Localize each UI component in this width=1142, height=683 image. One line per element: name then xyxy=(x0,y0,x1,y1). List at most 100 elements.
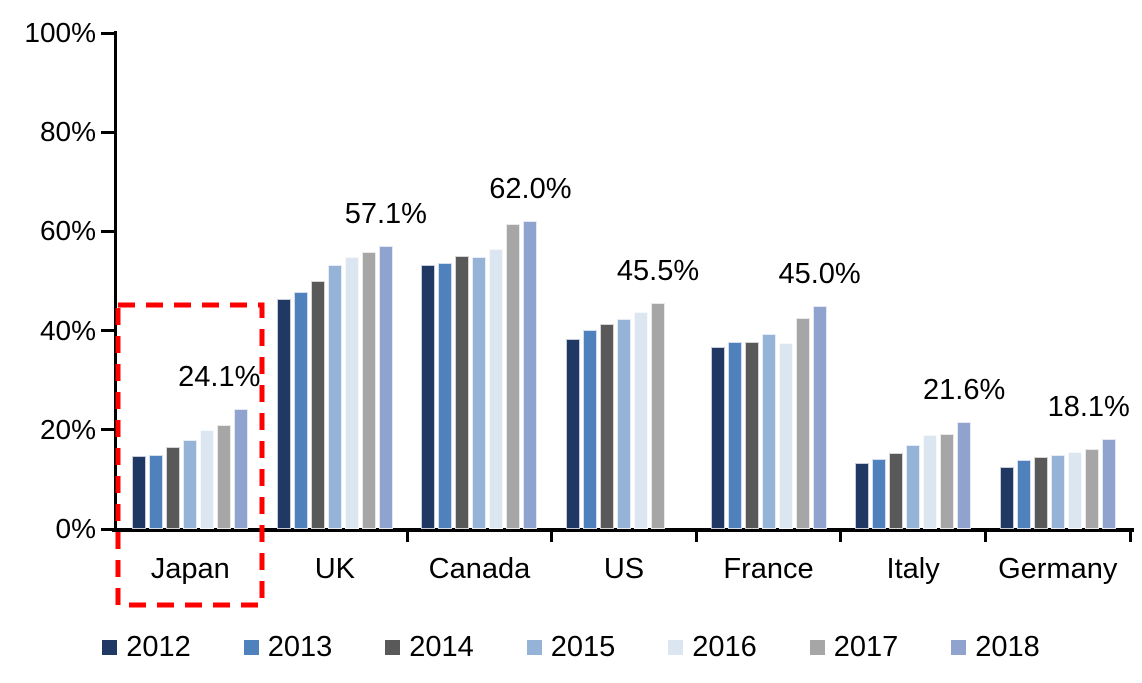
x-tick-mark xyxy=(550,531,554,542)
x-category-label-us: US xyxy=(603,553,645,585)
legend-item-2016: 2016 xyxy=(668,631,757,663)
bar-japan-2015 xyxy=(183,439,198,529)
bar-us-2016 xyxy=(634,312,648,529)
x-tick-mark xyxy=(116,531,120,542)
y-tick-label: 40% xyxy=(39,314,96,346)
x-tick-mark xyxy=(261,531,265,542)
legend-swatch-2013 xyxy=(243,639,259,655)
y-tick-label: 80% xyxy=(39,116,96,148)
x-tick-mark xyxy=(839,531,843,542)
legend-swatch-2016 xyxy=(668,639,684,655)
bar-france-2015 xyxy=(761,333,776,529)
bar-us-2015 xyxy=(617,318,631,529)
bar-uk-2015 xyxy=(327,264,342,529)
legend-item-2012: 2012 xyxy=(102,631,191,663)
data-label-japan: 24.1% xyxy=(178,361,261,394)
legend-swatch-2017 xyxy=(809,639,825,655)
x-category-label-canada: Canada xyxy=(428,553,531,585)
data-label-france: 45.0% xyxy=(778,257,861,290)
data-label-canada: 62.0% xyxy=(489,173,572,206)
bar-uk-2012 xyxy=(276,299,291,529)
x-category-label-japan: Japan xyxy=(150,553,230,585)
y-tick-mark xyxy=(101,31,115,35)
legend-swatch-2012 xyxy=(102,639,118,655)
bar-italy-2015 xyxy=(906,444,921,529)
bar-uk-2014 xyxy=(310,281,325,529)
data-label-germany: 18.1% xyxy=(1047,391,1130,424)
x-tick-mark xyxy=(694,531,698,542)
bar-france-2018 xyxy=(812,305,827,529)
y-tick-mark xyxy=(101,130,115,134)
data-label-us: 45.5% xyxy=(616,255,700,288)
legend-item-2015: 2015 xyxy=(526,631,616,663)
legend-label-2018: 2018 xyxy=(975,631,1040,663)
y-tick-mark xyxy=(101,527,115,531)
bar-canada-2016 xyxy=(489,249,504,529)
bar-japan-2013 xyxy=(149,455,164,529)
bar-italy-2013 xyxy=(872,458,887,529)
y-tick-mark xyxy=(101,229,115,233)
bar-france-2014 xyxy=(744,342,759,529)
bar-italy-2014 xyxy=(889,452,904,529)
x-category-label-france: France xyxy=(723,553,814,585)
y-axis-line xyxy=(114,31,117,532)
bar-us-2013 xyxy=(583,329,597,529)
bar-italy-2016 xyxy=(923,434,938,529)
legend-swatch-2015 xyxy=(526,639,542,655)
bar-japan-2014 xyxy=(166,447,181,529)
y-tick-label: 0% xyxy=(55,513,96,544)
bar-us-2017 xyxy=(651,303,665,529)
bar-uk-2017 xyxy=(361,252,376,529)
legend-item-2013: 2013 xyxy=(243,631,333,663)
bar-france-2013 xyxy=(727,341,742,529)
bar-germany-2017 xyxy=(1084,448,1099,529)
bar-germany-2016 xyxy=(1067,451,1082,529)
bar-canada-2017 xyxy=(506,224,521,529)
bar-japan-2012 xyxy=(132,456,147,529)
data-label-uk: 57.1% xyxy=(344,197,427,230)
bar-france-2017 xyxy=(795,318,810,529)
legend-label-2014: 2014 xyxy=(409,631,474,663)
legend-swatch-2014 xyxy=(385,639,401,655)
y-tick-mark xyxy=(101,428,115,432)
x-tick-mark xyxy=(405,531,409,542)
x-category-label-germany: Germany xyxy=(998,553,1118,585)
x-axis-line xyxy=(112,528,1134,532)
bar-france-2012 xyxy=(710,346,725,529)
x-tick-mark xyxy=(983,531,987,542)
legend-label-2016: 2016 xyxy=(692,631,757,663)
x-category-label-italy: Italy xyxy=(886,553,940,585)
bar-japan-2018 xyxy=(234,409,249,529)
bar-uk-2013 xyxy=(293,291,308,529)
legend-label-2015: 2015 xyxy=(550,631,616,663)
x-category-label-uk: UK xyxy=(314,553,355,585)
bar-germany-2018 xyxy=(1101,439,1116,529)
bar-canada-2018 xyxy=(523,221,538,529)
bar-germany-2015 xyxy=(1050,454,1065,529)
bar-canada-2012 xyxy=(421,264,436,529)
y-tick-label: 60% xyxy=(39,215,96,247)
y-tick-mark xyxy=(101,329,115,333)
legend-item-2014: 2014 xyxy=(385,631,474,663)
bar-italy-2017 xyxy=(940,433,955,529)
bar-canada-2015 xyxy=(472,256,487,529)
bar-germany-2014 xyxy=(1033,457,1048,529)
bar-france-2016 xyxy=(778,343,793,529)
bar-italy-2018 xyxy=(957,421,972,529)
y-tick-label: 100% xyxy=(24,17,96,48)
bar-uk-2016 xyxy=(344,257,359,529)
bar-canada-2013 xyxy=(438,262,453,529)
bar-uk-2018 xyxy=(378,245,393,529)
bar-germany-2012 xyxy=(999,467,1014,529)
bar-germany-2013 xyxy=(1016,459,1031,529)
data-label-italy: 21.6% xyxy=(923,373,1006,406)
bar-japan-2017 xyxy=(217,424,232,529)
bar-italy-2012 xyxy=(855,463,870,529)
legend-item-2018: 2018 xyxy=(951,631,1040,663)
legend-label-2013: 2013 xyxy=(267,631,333,663)
bar-canada-2014 xyxy=(455,255,470,529)
legend: 2012 2013 2014 2015 2016 2017 2018 xyxy=(0,629,1142,665)
y-tick-label: 20% xyxy=(39,413,96,445)
bar-us-2014 xyxy=(600,324,614,529)
